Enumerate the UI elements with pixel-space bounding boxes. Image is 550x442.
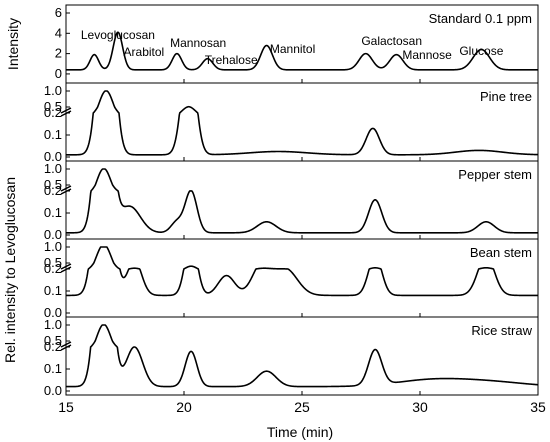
y-tick-label: 0.0 [44, 383, 62, 398]
series-line-0 [66, 31, 538, 71]
y-axis-break [60, 188, 72, 195]
y-tick-label: 1.0 [44, 161, 62, 176]
panel-0: 0 2 4 6 Standard 0.1 ppm Intensity Levoglucosa… [5, 4, 539, 84]
panel-frame [65, 316, 539, 396]
peak-label: Levoglucosan [81, 28, 155, 42]
y-tick-label: 0.1 [44, 283, 62, 298]
y-tick-label: 0.0 [44, 305, 62, 320]
panel-frame [65, 238, 539, 318]
panel-label: Bean stem [470, 245, 532, 260]
peak-label: Arabitol [124, 45, 165, 59]
x-axis: 15 20 25 30 35 [58, 399, 546, 415]
y-tick-label: 1.0 [44, 83, 62, 98]
x-axis-label: Time (min) [267, 424, 333, 440]
y-tick-label: 0.5 [44, 255, 62, 270]
panel-frame [65, 82, 539, 162]
panel-4: 0.0 0.1 0.20.51.0 Rice straw [44, 316, 539, 398]
panel-label: Pepper stem [458, 167, 532, 182]
panel-2: 0.0 0.1 0.20.51.0 Pepper stem [44, 160, 539, 242]
x-tick-label: 30 [412, 399, 428, 415]
series-line-1 [66, 90, 539, 156]
series-line-3 [66, 246, 538, 297]
series-line-2 [66, 168, 538, 234]
peak-label: Trehalose [205, 53, 258, 67]
peak-label: Mannose [402, 48, 452, 62]
y-tick-label: 0.5 [44, 333, 62, 348]
y-tick-label: 0.0 [44, 227, 62, 242]
peak-label: Glucose [459, 44, 503, 58]
y-axis-break [60, 107, 72, 114]
y-tick-label: 0.2 [44, 339, 62, 354]
y-axis-break [60, 344, 72, 351]
shared-y-axis-label: Rel. intensity to Levoglucosan [2, 177, 18, 363]
y-tick-label: 0.1 [44, 205, 62, 220]
x-tick-label: 15 [58, 399, 74, 415]
peak-label: Mannosan [170, 36, 226, 50]
y-tick-label: 0.2 [44, 105, 62, 120]
y-axis-break [60, 341, 72, 348]
y-tick-label: 6 [55, 5, 62, 20]
y-tick-label: 1.0 [44, 317, 62, 332]
panel-label: Standard 0.1 ppm [429, 11, 532, 26]
panel-1: 0.0 0.1 0.20.51.0 Pine tree [44, 82, 539, 164]
y-tick-label: 0.5 [44, 99, 62, 114]
y-tick-label: 0.2 [44, 183, 62, 198]
panel-label: Rice straw [471, 323, 532, 338]
y-axis-break [60, 110, 72, 117]
peak-label: Mannitol [270, 42, 315, 56]
x-tick-label: 35 [530, 399, 546, 415]
y-tick-label: 4 [55, 25, 62, 40]
series-line-4 [66, 324, 539, 388]
x-tick-label: 25 [294, 399, 310, 415]
y-axis-break [60, 266, 72, 273]
y-axis-break [60, 263, 72, 270]
panels-layer: 0 2 4 6 Standard 0.1 ppm Intensity Levoglucosa… [5, 4, 539, 398]
panel-y-axis-label: Intensity [5, 18, 21, 70]
peak-label: Galactosan [361, 34, 422, 48]
y-tick-label: 1.0 [44, 239, 62, 254]
y-tick-label: 0.5 [44, 177, 62, 192]
y-tick-label: 0 [55, 66, 62, 81]
y-tick-label: 2 [55, 46, 62, 61]
y-axis-break [60, 185, 72, 192]
y-tick-label: 0.1 [44, 127, 62, 142]
x-tick-label: 20 [176, 399, 192, 415]
y-tick-label: 0.2 [44, 261, 62, 276]
y-tick-label: 0.1 [44, 361, 62, 376]
panel-3: 0.0 0.1 0.20.51.0 Bean stem [44, 238, 539, 320]
panel-label: Pine tree [480, 89, 532, 104]
y-tick-label: 0.0 [44, 149, 62, 164]
